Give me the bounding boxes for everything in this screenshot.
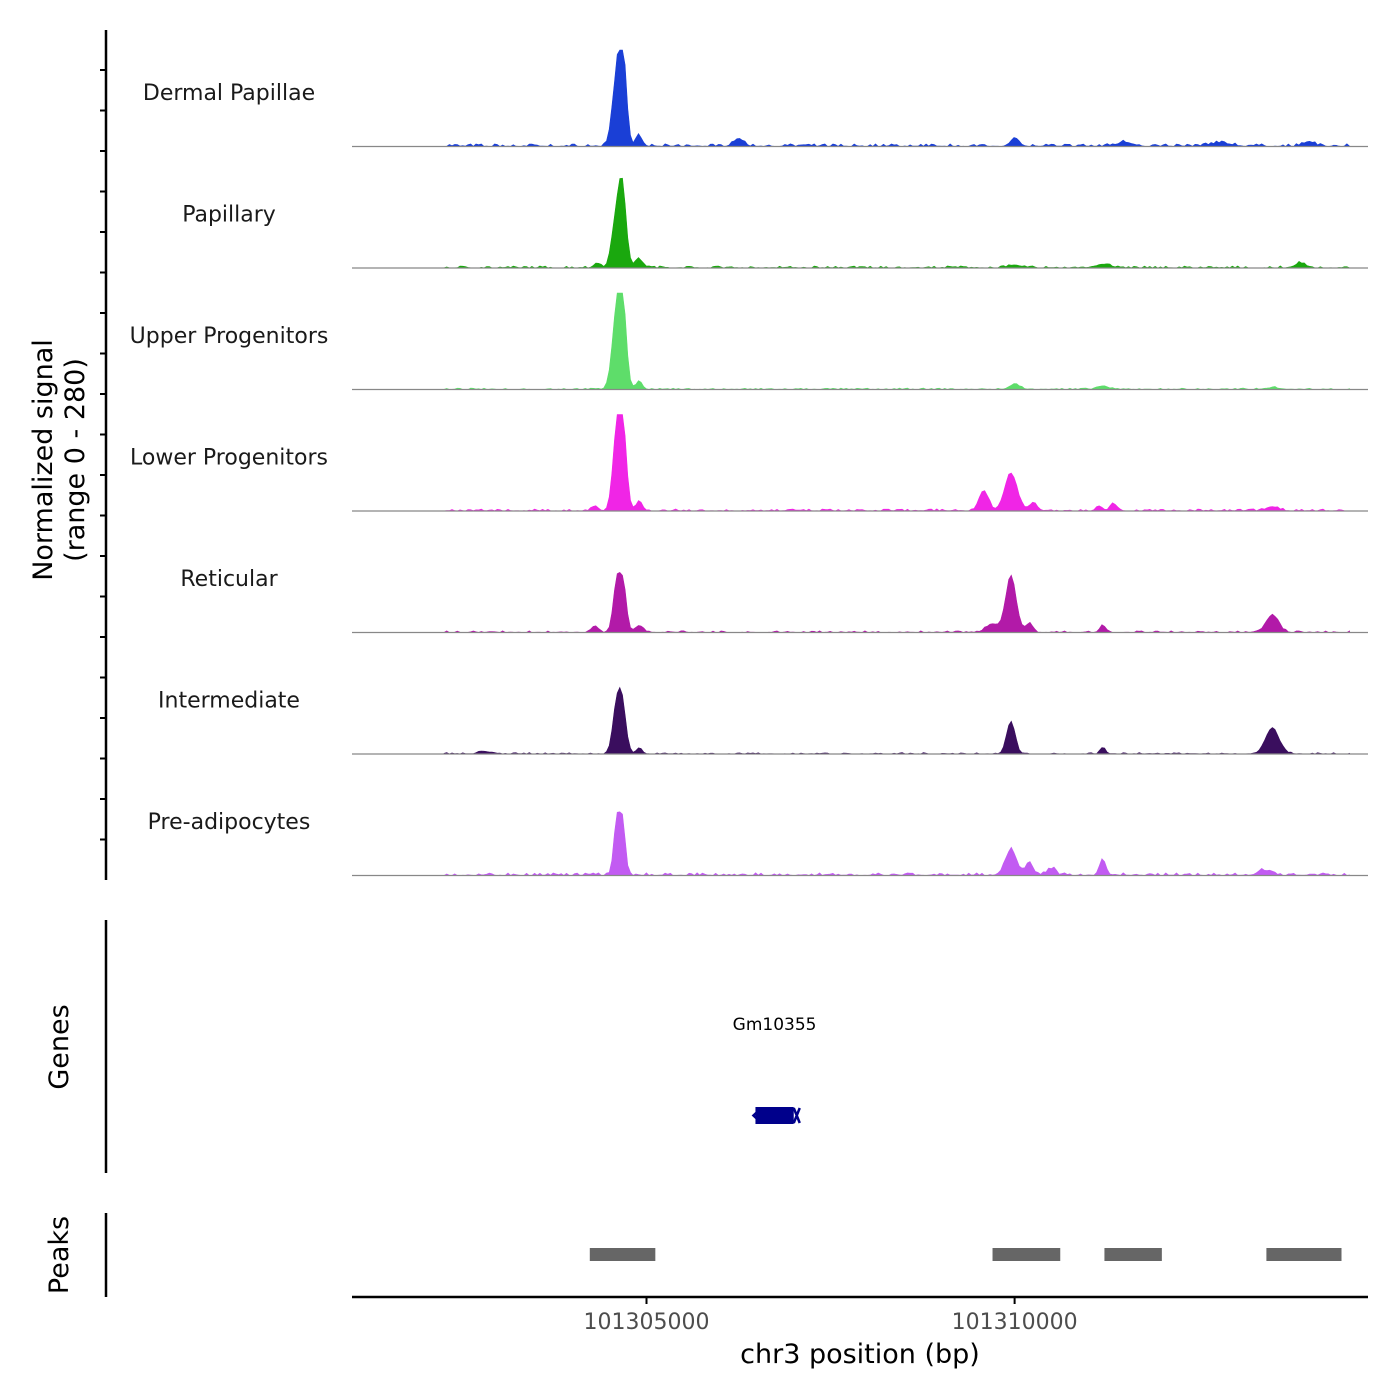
coverage-area-0 xyxy=(443,49,1350,147)
track-label: Papillary xyxy=(182,203,276,228)
gene-body xyxy=(755,1107,794,1124)
x-tick-label: 101310000 xyxy=(952,1310,1078,1335)
peaks-panel-label: Peaks xyxy=(44,1216,75,1294)
x-tick-label: 101305000 xyxy=(584,1310,710,1335)
peak-region-2 xyxy=(1104,1248,1162,1261)
coverage-area-1 xyxy=(443,177,1350,269)
coverage-area-6 xyxy=(442,811,1350,876)
track-label: Pre-adipocytes xyxy=(148,810,311,835)
track-label: Dermal Papillae xyxy=(143,81,315,106)
coverage-area-3 xyxy=(443,414,1350,512)
x-axis-label: chr3 position (bp) xyxy=(740,1339,980,1370)
peak-region-0 xyxy=(589,1248,656,1261)
track-label: Upper Progenitors xyxy=(130,324,329,349)
coverage-area-2 xyxy=(443,292,1350,390)
coverage-area-4 xyxy=(443,572,1350,633)
y-axis-label-line2: (range 0 - 280) xyxy=(60,358,91,562)
gene-name-label: Gm10355 xyxy=(733,1015,817,1035)
coverage-area-5 xyxy=(443,686,1350,755)
track-label: Reticular xyxy=(180,567,278,592)
peak-region-3 xyxy=(1266,1248,1342,1261)
y-axis-label-line1: Normalized signal xyxy=(28,339,59,581)
peak-region-1 xyxy=(992,1248,1061,1261)
gene-strand-arrow xyxy=(792,1107,801,1124)
track-label: Lower Progenitors xyxy=(130,446,328,471)
genes-panel-label: Genes xyxy=(44,1004,75,1089)
track-label: Intermediate xyxy=(158,689,300,714)
gene-strand-arrow xyxy=(751,1107,763,1124)
